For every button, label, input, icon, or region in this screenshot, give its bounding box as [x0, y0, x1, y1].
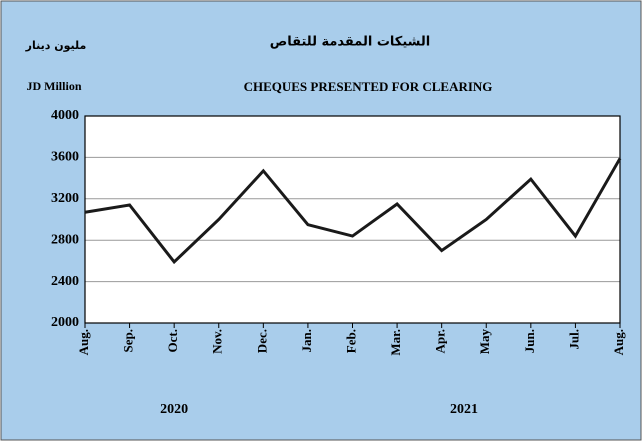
- x-tick-label: May: [477, 329, 492, 355]
- y-tick-label: 3200: [51, 191, 79, 206]
- plot-area: [85, 116, 620, 323]
- x-tick-label: Sep.: [121, 329, 136, 352]
- x-tick-label: Apr.: [433, 329, 448, 353]
- x-tick-label: Oct.: [165, 329, 180, 352]
- x-tick-label: Dec.: [254, 329, 269, 353]
- x-tick-label: Jun.: [522, 329, 537, 353]
- y-label: JD Million: [26, 79, 81, 93]
- x-tick-label: Nov.: [210, 329, 225, 354]
- x-tick-label: Jan.: [299, 329, 314, 352]
- x-tick-label: Jul.: [566, 329, 581, 350]
- y-tick-label: 2800: [51, 232, 79, 247]
- chart-title: CHEQUES PRESENTED FOR CLEARING: [244, 79, 493, 94]
- x-group-label: 2021: [450, 402, 478, 417]
- y-tick-label: 3600: [51, 150, 79, 165]
- line: [84, 157, 622, 265]
- x-tick-label: Mar.: [388, 329, 403, 356]
- x-tick-label: Feb.: [343, 329, 358, 353]
- y-tick-label: 4000: [51, 108, 79, 123]
- chart-title-ar: الشيكات المقدمة للتقاص: [270, 35, 431, 50]
- y-label-ar: مليون دينار: [25, 39, 87, 52]
- y-tick-label: 2000: [51, 315, 79, 330]
- x-group-label: 2020: [160, 402, 188, 417]
- y-tick-label: 2400: [51, 274, 79, 289]
- x-tick-label: Aug.: [611, 329, 626, 355]
- x-tick-label: Aug.: [76, 329, 91, 355]
